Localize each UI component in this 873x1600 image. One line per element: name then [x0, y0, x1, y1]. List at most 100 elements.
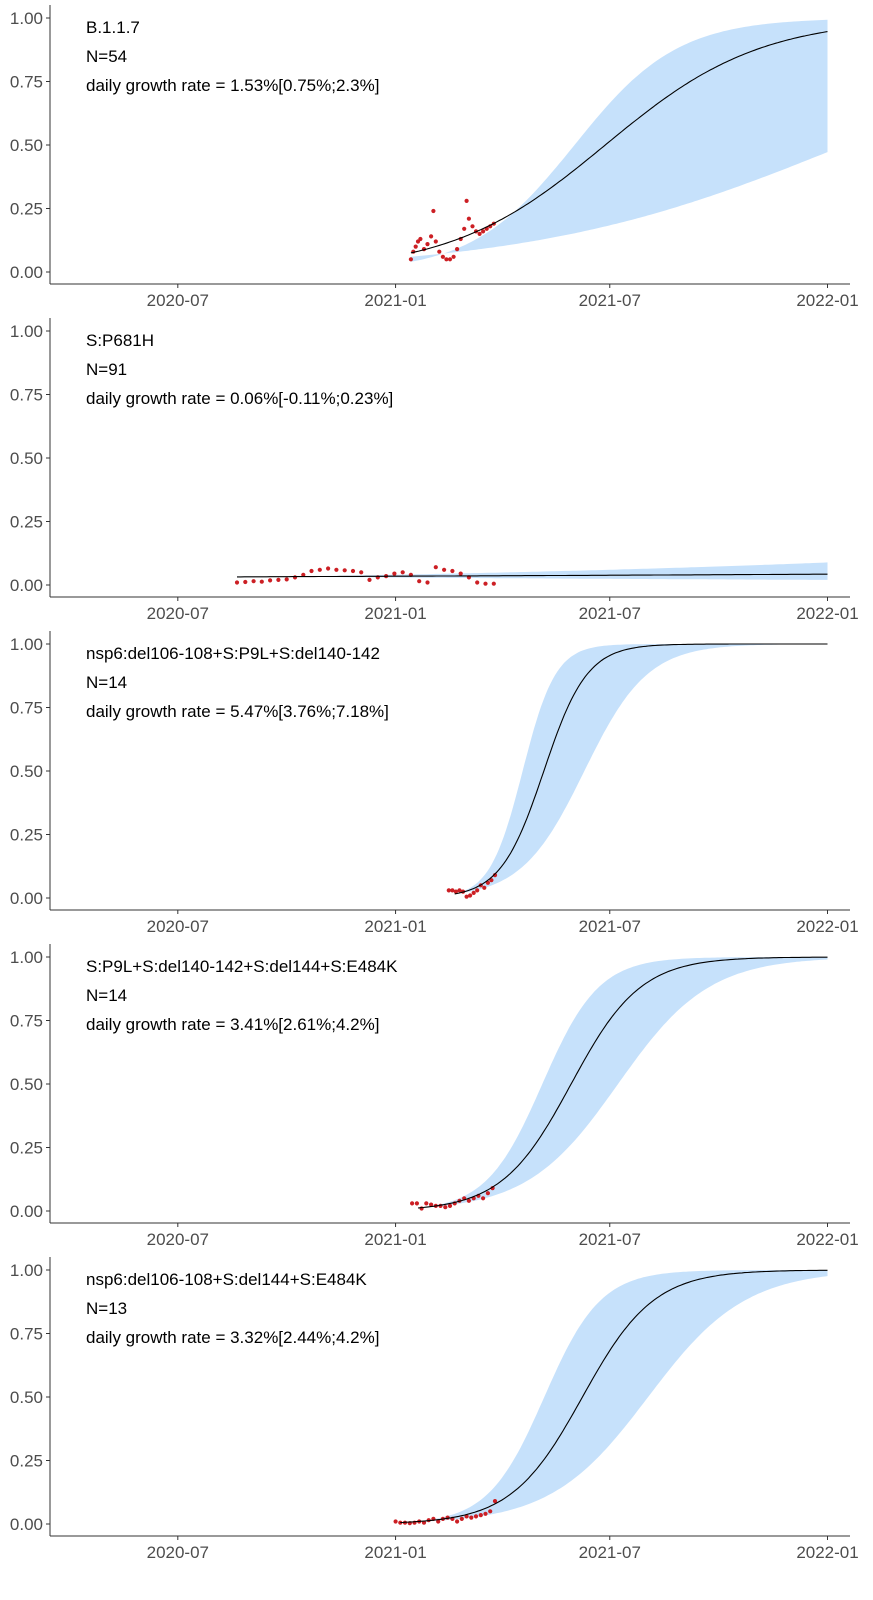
- y-tick-label: 1.00: [10, 948, 43, 967]
- fit-line: [400, 1269, 828, 1524]
- data-point: [429, 1202, 434, 1207]
- y-tick-label: 0.25: [10, 1139, 43, 1158]
- data-point: [453, 889, 458, 894]
- data-point: [414, 1201, 419, 1206]
- data-point: [359, 570, 364, 575]
- y-tick-label: 0.50: [10, 1075, 43, 1094]
- confidence-band: [418, 957, 828, 1208]
- x-tick-label: 2022-01: [796, 291, 858, 310]
- data-point: [455, 247, 460, 252]
- data-point: [458, 571, 463, 576]
- data-point: [483, 1511, 488, 1516]
- x-tick-label: 2021-01: [364, 291, 426, 310]
- data-point: [469, 1515, 474, 1520]
- data-point: [492, 873, 498, 878]
- panel-1: 0.00 0.25 0.50 0.75 1.00 2020-07 2021-01 2021-0…: [10, 5, 859, 310]
- data-point: [309, 568, 314, 574]
- data-point: [431, 208, 436, 214]
- x-tick-label: 2022-01: [796, 917, 858, 936]
- data-point: [234, 580, 240, 585]
- y-tick-label: 0.00: [10, 889, 43, 908]
- y-tick-label: 0.00: [10, 576, 43, 595]
- y-tick-label: 0.00: [10, 1202, 43, 1221]
- data-point: [485, 1191, 490, 1196]
- data-point: [440, 254, 445, 259]
- data-point: [459, 1516, 464, 1521]
- data-point: [442, 567, 447, 572]
- annotation-line-1: S:P681H: [86, 331, 154, 350]
- data-point: [488, 1509, 493, 1514]
- x-tick-label: 2021-07: [579, 917, 641, 936]
- y-tick-label: 0.25: [10, 200, 43, 219]
- data-point: [475, 888, 480, 893]
- panel-3: 0.00 0.25 0.50 0.75 1.00 2020-07 2021-01 2021-0…: [10, 631, 859, 936]
- y-tick-label: 0.75: [10, 1012, 43, 1031]
- data-point: [251, 579, 256, 584]
- x-tick-label: 2020-07: [147, 1230, 209, 1249]
- data-point: [462, 226, 467, 231]
- x-tick-label: 2021-07: [579, 1543, 641, 1562]
- data-point: [473, 1514, 479, 1519]
- data-point: [451, 254, 456, 259]
- y-tick-label: 0.00: [10, 263, 43, 282]
- data-point: [425, 242, 430, 247]
- annotation-line-3: daily growth rate = 3.41%[2.61%;4.2%]: [86, 1015, 379, 1034]
- annotation-line-2: N=14: [86, 986, 127, 1005]
- data-point: [392, 571, 397, 576]
- x-tick-label: 2021-01: [364, 1230, 426, 1249]
- data-point: [367, 577, 372, 582]
- fit-line: [454, 643, 828, 895]
- data-point: [464, 894, 469, 899]
- data-point: [342, 568, 347, 573]
- x-tick-label: 2021-01: [364, 917, 426, 936]
- data-point: [393, 1519, 398, 1524]
- annotation-line-3: daily growth rate = 3.32%[2.44%;4.2%]: [86, 1328, 379, 1347]
- y-tick-label: 0.50: [10, 762, 43, 781]
- data-point: [433, 239, 438, 244]
- y-tick-label: 0.75: [10, 699, 43, 718]
- data-point: [433, 565, 438, 570]
- data-point: [408, 257, 413, 262]
- annotation-line-2: N=54: [86, 47, 127, 66]
- panel-5: 0.00 0.25 0.50 0.75 1.00 2020-07 2021-01 2021-0…: [10, 1257, 859, 1562]
- annotation-line-1: B.1.1.7: [86, 18, 140, 37]
- x-tick-label: 2021-07: [579, 604, 641, 623]
- annotation-line-3: daily growth rate = 1.53%[0.75%;2.3%]: [86, 76, 379, 95]
- data-point: [443, 1205, 448, 1210]
- annotation-line-2: N=14: [86, 673, 127, 692]
- data-point: [450, 888, 455, 893]
- data-point: [447, 1203, 453, 1208]
- annotation-line-3: daily growth rate = 5.47%[3.76%;7.18%]: [86, 702, 389, 721]
- data-point: [483, 581, 488, 586]
- data-point: [481, 229, 486, 234]
- data-point: [301, 572, 306, 577]
- data-point: [268, 578, 273, 583]
- data-point: [292, 575, 298, 580]
- x-tick-label: 2022-01: [796, 604, 858, 623]
- data-point: [350, 568, 356, 574]
- y-tick-label: 0.25: [10, 1452, 43, 1471]
- data-point: [276, 577, 281, 582]
- y-tick-label: 1.00: [10, 322, 43, 341]
- data-point: [464, 198, 469, 203]
- y-tick-label: 0.50: [10, 1388, 43, 1407]
- data-point: [475, 580, 480, 585]
- x-tick-label: 2021-07: [579, 1230, 641, 1249]
- x-tick-label: 2020-07: [147, 1543, 209, 1562]
- confidence-band: [237, 562, 828, 580]
- x-tick-label: 2020-07: [147, 917, 209, 936]
- y-tick-label: 0.50: [10, 449, 43, 468]
- data-point: [317, 567, 322, 572]
- data-point: [413, 244, 418, 249]
- data-point: [466, 1198, 471, 1203]
- annotation-line-2: N=91: [86, 360, 127, 379]
- y-tick-label: 0.75: [10, 1325, 43, 1344]
- y-tick-label: 0.00: [10, 1515, 43, 1534]
- annotation-line-1: S:P9L+S:del140-142+S:del144+S:E484K: [86, 957, 398, 976]
- x-tick-label: 2022-01: [796, 1230, 858, 1249]
- data-point: [326, 566, 331, 571]
- data-point: [492, 1499, 498, 1504]
- data-point: [490, 1186, 495, 1191]
- data-point: [468, 893, 473, 898]
